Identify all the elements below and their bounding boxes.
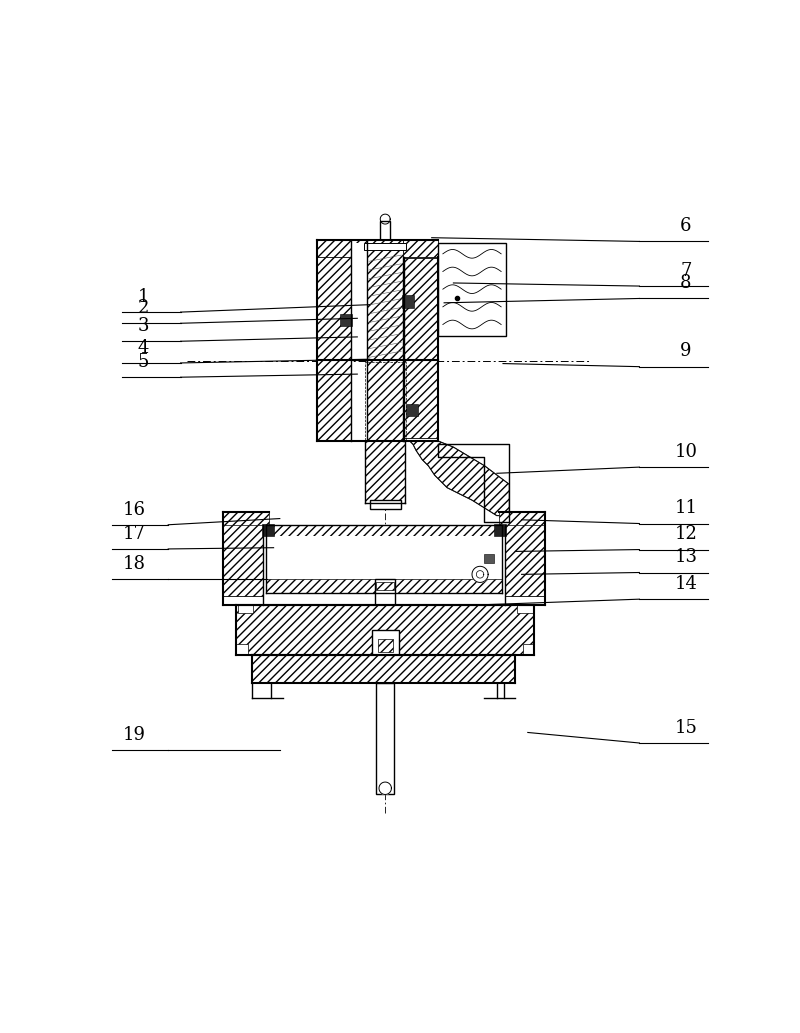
Bar <box>351 362 367 440</box>
Bar <box>222 512 263 596</box>
Text: 5: 5 <box>138 353 149 371</box>
Bar <box>317 240 438 257</box>
Bar <box>494 524 506 536</box>
Bar <box>438 243 506 336</box>
Bar <box>375 580 395 612</box>
Text: 9: 9 <box>680 343 692 361</box>
Bar <box>237 644 247 655</box>
Bar <box>404 258 438 361</box>
Bar <box>222 512 270 525</box>
Bar <box>376 683 394 794</box>
Text: 4: 4 <box>138 339 149 356</box>
Text: 15: 15 <box>674 719 698 737</box>
Polygon shape <box>410 441 510 515</box>
Bar <box>266 525 502 536</box>
Text: 13: 13 <box>674 549 698 566</box>
Bar <box>505 512 545 596</box>
Bar <box>266 536 502 580</box>
Bar <box>485 554 494 563</box>
Bar <box>523 644 534 655</box>
Polygon shape <box>379 782 391 794</box>
Bar <box>365 441 406 503</box>
Bar <box>238 605 253 613</box>
Text: 11: 11 <box>674 499 698 518</box>
Bar <box>378 639 393 652</box>
Text: 16: 16 <box>122 501 146 519</box>
Text: 2: 2 <box>138 300 149 317</box>
Bar <box>402 295 414 308</box>
Text: 12: 12 <box>674 526 698 543</box>
Bar <box>498 512 545 525</box>
Bar <box>340 314 352 326</box>
Text: 19: 19 <box>122 725 146 744</box>
Polygon shape <box>410 441 510 515</box>
Bar <box>237 605 534 655</box>
Text: 18: 18 <box>122 555 146 572</box>
Bar <box>364 243 406 250</box>
Bar <box>367 361 403 441</box>
Bar <box>317 361 351 441</box>
Bar <box>518 605 533 613</box>
Text: 6: 6 <box>680 217 692 236</box>
Text: 8: 8 <box>680 275 692 292</box>
Bar <box>371 630 399 655</box>
Bar <box>262 524 274 536</box>
Bar <box>406 404 418 416</box>
Text: 1: 1 <box>138 288 149 306</box>
Bar <box>367 240 403 361</box>
Bar <box>376 583 394 590</box>
Bar <box>266 580 502 593</box>
Text: 14: 14 <box>674 575 698 593</box>
Bar <box>404 361 438 438</box>
Text: 17: 17 <box>122 525 146 542</box>
Bar <box>370 500 401 509</box>
Bar <box>317 240 351 361</box>
Bar <box>351 243 367 357</box>
Bar <box>252 655 515 683</box>
Text: 7: 7 <box>680 261 691 280</box>
Bar <box>380 221 390 240</box>
Text: 10: 10 <box>674 443 698 461</box>
Text: 3: 3 <box>138 317 149 335</box>
Polygon shape <box>472 566 488 583</box>
Bar <box>365 362 406 440</box>
